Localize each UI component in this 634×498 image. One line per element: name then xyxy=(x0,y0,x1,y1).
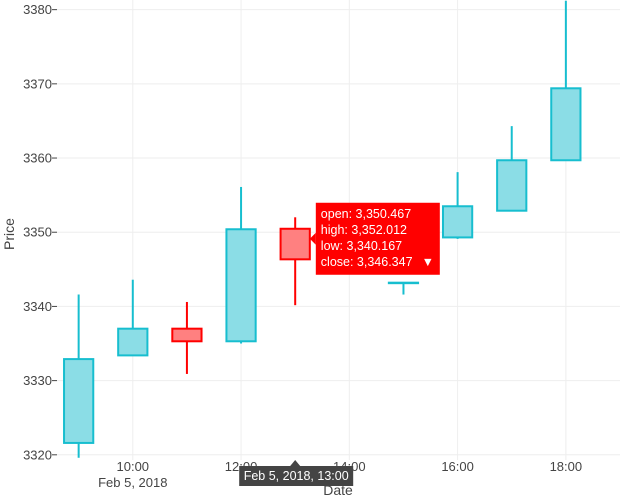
candle[interactable] xyxy=(387,281,420,295)
y-tick-label: 3360 xyxy=(23,151,52,166)
x-hover-box xyxy=(239,466,354,486)
candle-body[interactable] xyxy=(496,159,528,212)
tooltip-line: low: 3,340.167 xyxy=(321,239,402,253)
tooltip-line: close: 3,346.347 xyxy=(321,255,413,269)
hover-tooltip: open: 3,350.467 high: 3,352.012 low: 3,340… xyxy=(239,202,440,486)
y-axis-title: Price xyxy=(1,218,17,250)
tooltip-box xyxy=(315,202,440,275)
candle[interactable] xyxy=(496,126,528,212)
candle-body[interactable] xyxy=(63,358,95,444)
y-tick-label: 3370 xyxy=(23,76,52,91)
candle-body[interactable] xyxy=(225,228,257,343)
tooltip-line: open: 3,350.467 xyxy=(321,207,411,221)
candle-body[interactable] xyxy=(171,327,203,343)
y-tick-label: 3340 xyxy=(23,299,52,314)
candle[interactable] xyxy=(63,294,95,458)
y-tick-label: 3380 xyxy=(23,2,52,17)
candle[interactable] xyxy=(225,186,257,344)
candle[interactable] xyxy=(279,217,311,306)
x-tick-label: 10:00 xyxy=(117,459,150,474)
tooltip-pointer xyxy=(309,232,316,245)
candle-body[interactable] xyxy=(550,87,582,162)
y-tick-label: 3320 xyxy=(23,447,52,462)
y-tick-label: 3350 xyxy=(23,225,52,240)
candle-body[interactable] xyxy=(441,205,474,239)
x-axis-title: Date xyxy=(323,482,353,498)
candle[interactable] xyxy=(171,301,203,374)
x-tick-label: 16:00 xyxy=(441,459,474,474)
candle-body[interactable] xyxy=(387,281,420,285)
candle[interactable] xyxy=(550,0,582,162)
candle-body[interactable] xyxy=(279,227,311,261)
x-tick-date-label: Feb 5, 2018 xyxy=(98,475,167,490)
x-hover-pointer xyxy=(290,460,301,466)
x-tick-label: 18:00 xyxy=(550,459,583,474)
candles[interactable] xyxy=(63,0,582,458)
candle-body[interactable] xyxy=(117,327,149,357)
tooltip-marker-icon: ▼ xyxy=(422,255,434,269)
x-hover-label: Feb 5, 2018, 13:00 xyxy=(244,469,349,483)
candle[interactable] xyxy=(441,172,474,239)
tooltip-line: high: 3,352.012 xyxy=(321,223,407,237)
y-tick-label: 3330 xyxy=(23,373,52,388)
candle[interactable] xyxy=(117,279,149,357)
